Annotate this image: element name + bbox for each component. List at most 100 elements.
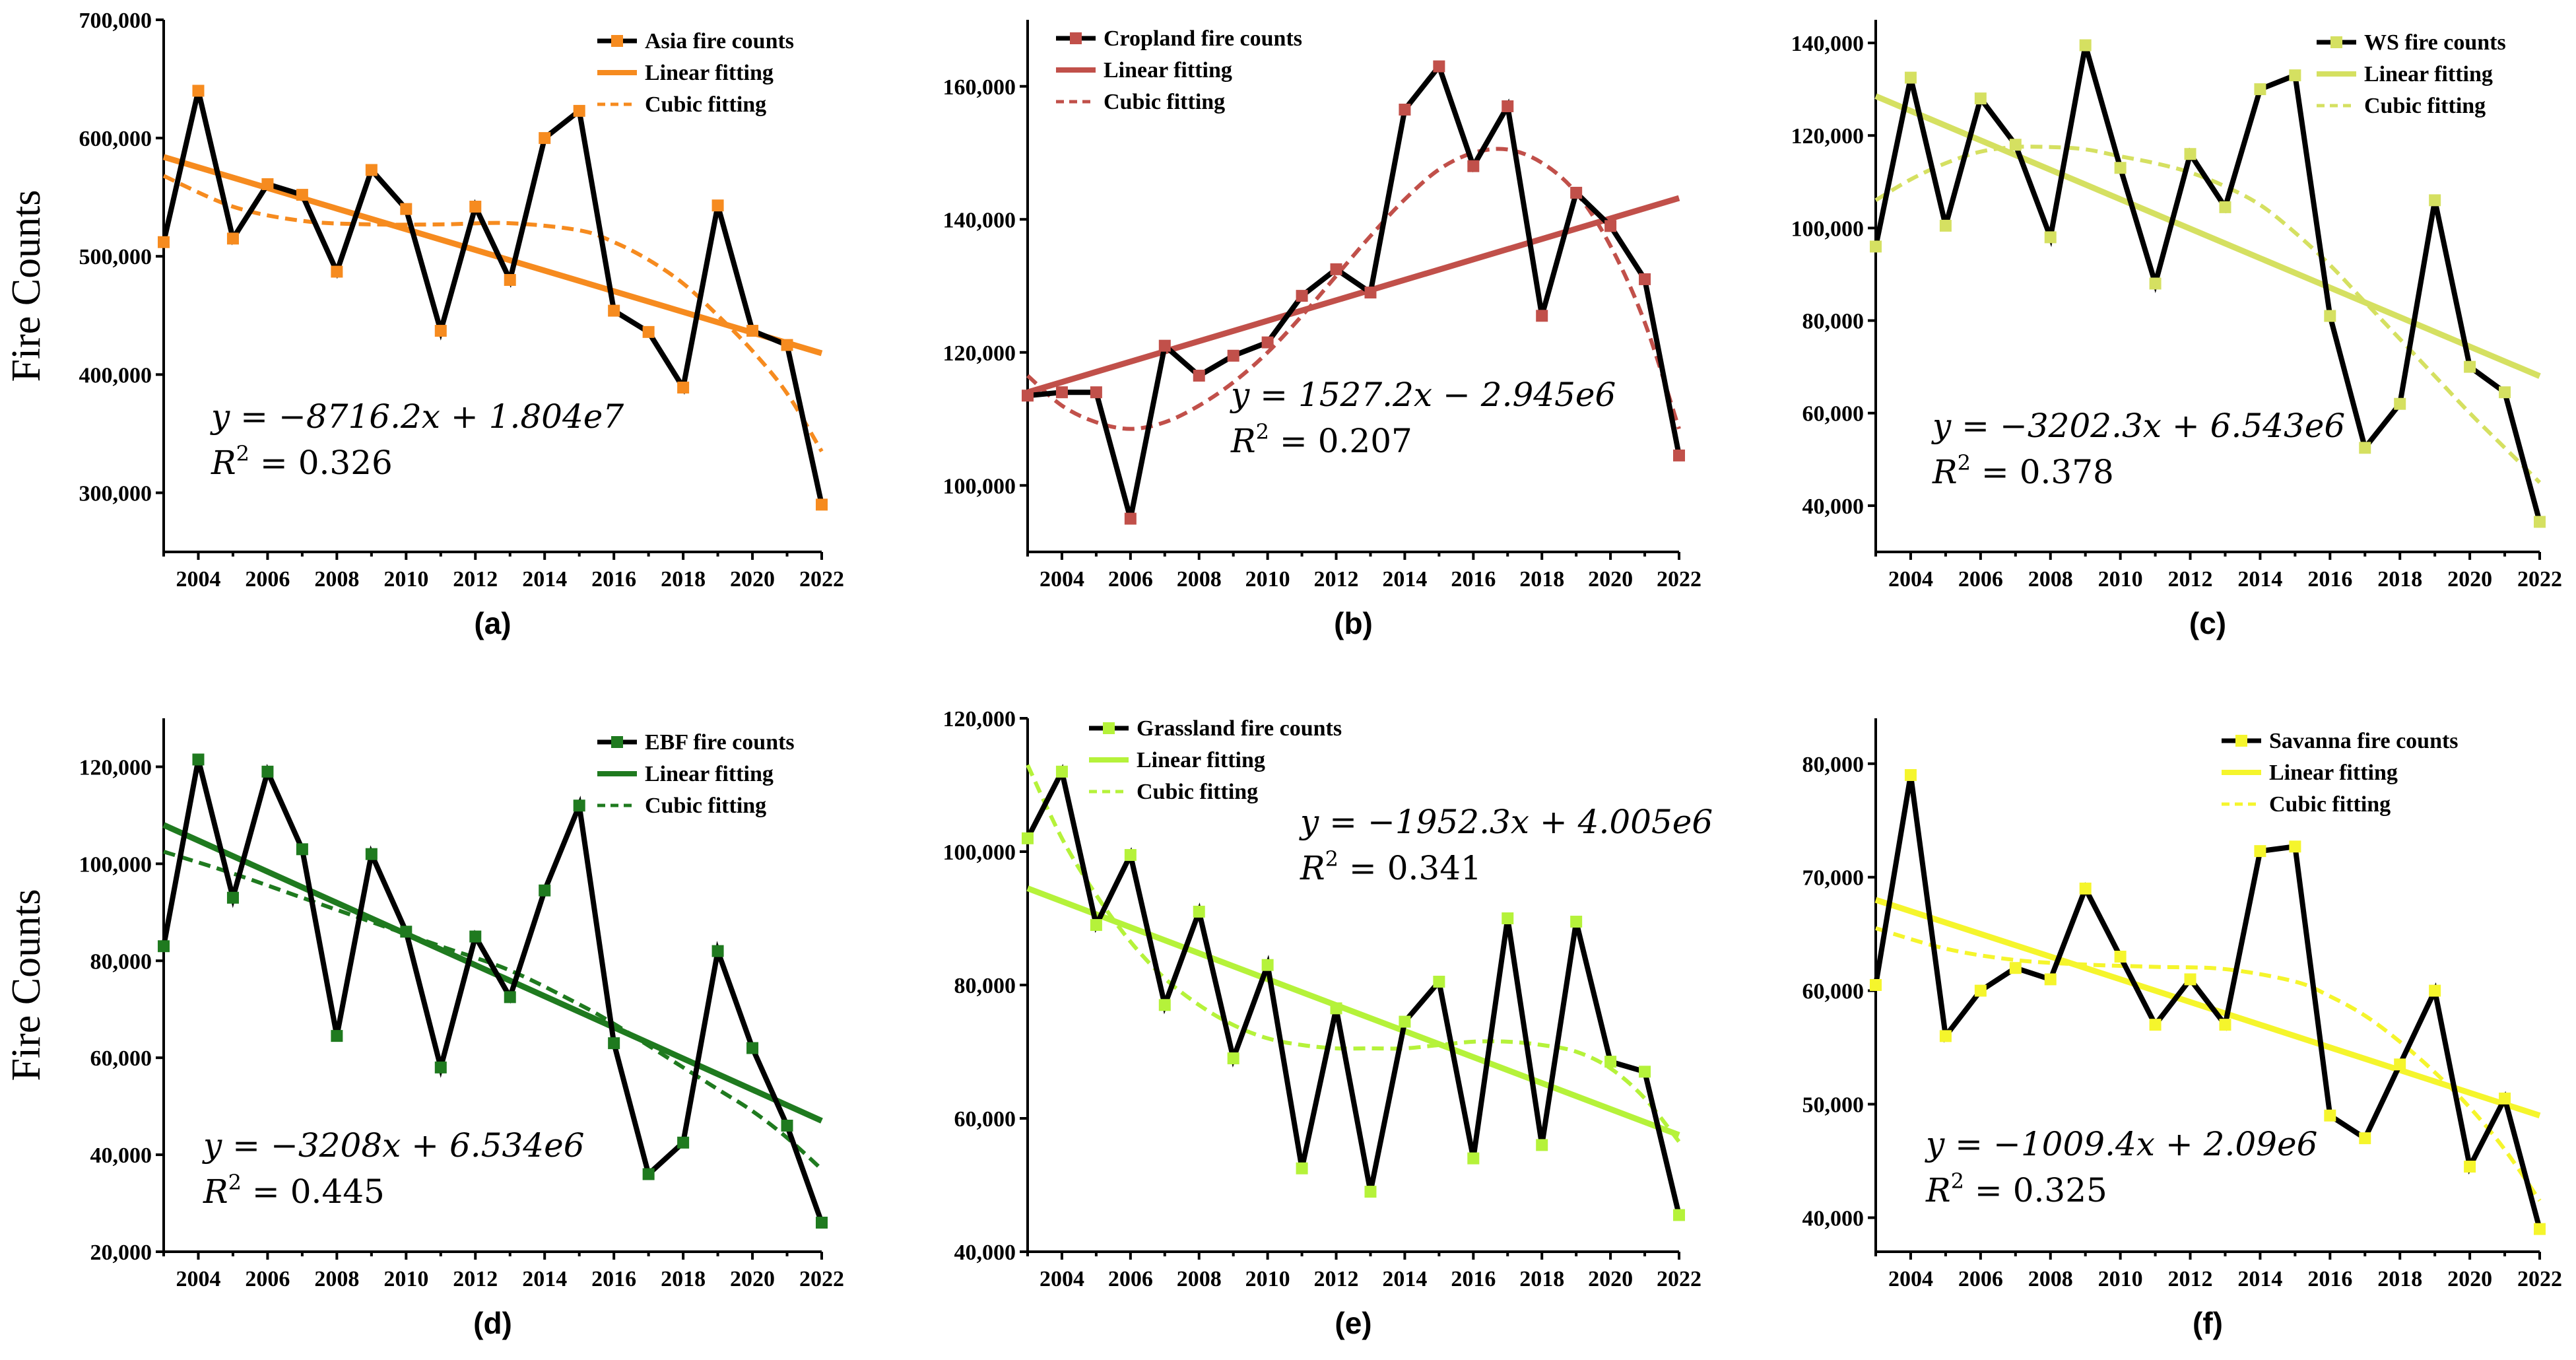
x-tick-label: 2008 — [1177, 567, 1222, 592]
data-point — [1193, 905, 1205, 918]
data-point — [677, 1136, 690, 1149]
data-point — [469, 200, 482, 213]
data-point — [2429, 984, 2441, 997]
data-point — [1467, 1152, 1480, 1165]
data-point — [192, 85, 205, 97]
data-point — [1261, 336, 1274, 349]
data-point — [1467, 160, 1480, 172]
cubic-fit-curve — [1026, 764, 1681, 1143]
data-point — [1296, 1162, 1308, 1174]
data-point — [1570, 186, 1583, 199]
data-point — [226, 891, 239, 904]
fit-equation-lhs: y = — [1230, 376, 1298, 414]
data-point — [642, 325, 655, 338]
data-point — [1055, 765, 1068, 778]
y-tick-label: 400,000 — [79, 363, 152, 388]
legend: Grassland fire counts Linear fitting Cubic… — [1089, 716, 1342, 804]
y-tick-label: 80,000 — [1802, 310, 1865, 334]
legend-label-cubic: Cubic fitting — [2364, 94, 2486, 118]
y-tick-label: 100,000 — [943, 840, 1016, 865]
data-point — [1158, 339, 1171, 352]
panel-label: (f) — [2193, 1306, 2223, 1340]
data-point — [1433, 60, 1445, 73]
fit-equation-lhs: y = — [210, 397, 279, 436]
data-point — [1158, 999, 1171, 1011]
data-point — [2324, 1109, 2336, 1122]
x-tick-label: 2022 — [799, 567, 844, 592]
fit-equation-rhs: −3202.3x + 6.543e6 — [2000, 407, 2345, 445]
x-tick-label: 2014 — [2237, 1267, 2282, 1291]
x-tick-label: 2006 — [1958, 567, 2003, 592]
x-tick-label: 2006 — [1108, 567, 1153, 592]
linear-fit-line — [162, 822, 823, 1124]
data-point — [573, 104, 585, 117]
fit-equation-rhs: −1009.4x + 2.09e6 — [1993, 1125, 2317, 1163]
x-tick-label: 2004 — [1040, 1267, 1084, 1291]
x-tick-label: 2016 — [1451, 567, 1496, 592]
fit-equation-rhs: 1527.2x − 2.945e6 — [1298, 376, 1616, 414]
fit-equation-lhs: y = — [202, 1126, 271, 1165]
y-tick-label: 120,000 — [1791, 124, 1865, 149]
y-tick-label: 60,000 — [954, 1107, 1016, 1132]
fit-equation: y = −8716.2x + 1.804e7 — [210, 397, 624, 436]
x-tick-label: 2010 — [2098, 567, 2143, 592]
data-point — [711, 199, 724, 212]
y-tick-label: 80,000 — [90, 949, 152, 974]
x-tick-label: 2008 — [314, 1267, 359, 1291]
chart-panel-4: 20,000 40,000 60,000 80,000 100,000 120,000 20… — [4, 718, 844, 1340]
data-point — [1673, 449, 1685, 461]
fit-equation-rhs: −3208x + 6.534e6 — [271, 1126, 585, 1165]
legend-label-linear: Linear fitting — [645, 762, 774, 786]
legend-label-linear: Linear fitting — [1104, 58, 1232, 83]
x-tick-label: 2008 — [2028, 1267, 2073, 1291]
data-point — [1433, 975, 1445, 988]
data-point — [1022, 832, 1034, 844]
x-tick-label: 2018 — [2377, 567, 2422, 592]
y-tick-label: 140,000 — [1791, 32, 1865, 56]
data-point — [158, 940, 170, 953]
data-point — [2394, 1058, 2406, 1071]
data-point — [1870, 979, 1882, 991]
data-point — [2464, 1161, 2476, 1173]
data-point — [1939, 1030, 1952, 1042]
legend-swatch-marker — [1070, 32, 1082, 44]
fit-equation: y = −1952.3x + 4.005e6 — [1299, 803, 1713, 841]
data-point — [1974, 984, 1987, 997]
chart-panel-2: 100,000 120,000 140,000 160,000 2004 2006 2008… — [943, 20, 1701, 640]
legend-label-series: WS fire counts — [2364, 30, 2506, 55]
cubic-fit-curve — [163, 850, 824, 1171]
data-point — [608, 304, 620, 317]
r-squared: R2 = 0.378 — [1932, 450, 2114, 491]
panel-label: (d) — [473, 1306, 512, 1340]
data-point — [434, 325, 447, 337]
data-point — [539, 132, 551, 145]
y-tick-label: 60,000 — [1802, 980, 1865, 1004]
r-squared-value: = 0.325 — [1964, 1171, 2107, 1209]
legend-label-linear: Linear fitting — [645, 61, 774, 85]
x-tick-label: 2018 — [661, 1267, 706, 1291]
x-tick-label: 2018 — [1519, 1267, 1564, 1291]
data-point — [331, 265, 343, 278]
data-point — [1536, 1139, 1548, 1151]
panel-label: (a) — [474, 606, 511, 640]
data-point — [1639, 273, 1651, 285]
x-tick-label: 2022 — [1657, 567, 1701, 592]
data-point — [226, 232, 239, 245]
legend-label-series: EBF fire counts — [645, 730, 795, 755]
data-point — [1124, 512, 1137, 525]
linear-fit-line — [1026, 195, 1680, 395]
fit-equation: y = −3208x + 6.534e6 — [202, 1126, 585, 1165]
r-squared: R2 = 0.325 — [1925, 1169, 2107, 1209]
data-point — [365, 164, 378, 176]
x-tick-label: 2016 — [1451, 1267, 1496, 1291]
data-point — [1604, 1056, 1617, 1068]
legend: Cropland fire counts Linear fitting Cubic … — [1056, 26, 1302, 114]
fit-equation-rhs: −1952.3x + 4.005e6 — [1368, 803, 1713, 841]
panel-label: (e) — [1335, 1306, 1371, 1340]
r-squared-label: R — [1925, 1171, 1951, 1209]
panel-label: (c) — [2189, 606, 2226, 640]
data-point — [1673, 1209, 1685, 1221]
x-tick-label: 2006 — [245, 567, 290, 592]
data-point — [2009, 962, 2022, 974]
data-point — [1974, 92, 1987, 105]
